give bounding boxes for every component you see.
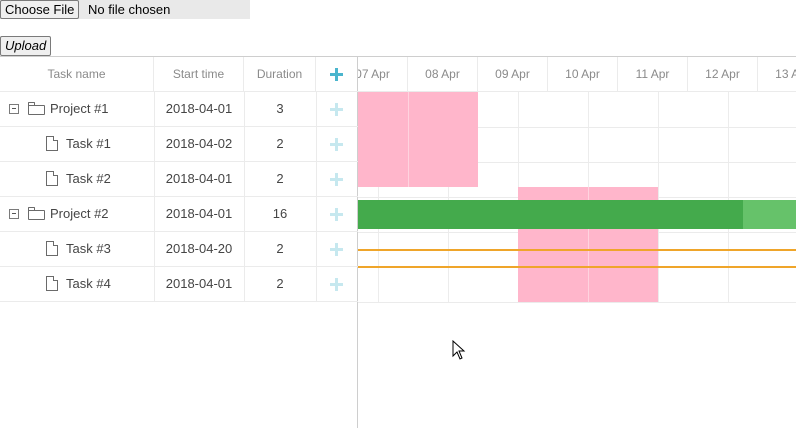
task-start: 2018-04-20 bbox=[165, 241, 233, 256]
task-start: 2018-04-01 bbox=[165, 276, 233, 291]
project-progress bbox=[358, 200, 744, 229]
grid-row-task-3[interactable]: Task #3 2018-04-20 2 bbox=[0, 232, 358, 267]
task-start: 2018-04-01 bbox=[165, 101, 233, 116]
task-duration: 2 bbox=[276, 171, 284, 186]
column-header-task-name[interactable]: Task name bbox=[0, 57, 154, 92]
task-name: Task #4 bbox=[66, 276, 111, 291]
gantt-timeline: 07 Apr 08 Apr 09 Apr 10 Apr 11 Apr 12 Ap… bbox=[358, 56, 796, 428]
link-line bbox=[358, 249, 796, 251]
column-header-duration[interactable]: Duration bbox=[244, 57, 316, 92]
task-name: Task #1 bbox=[66, 136, 111, 151]
task-name: Project #1 bbox=[50, 101, 109, 116]
scale-day: 11 Apr bbox=[618, 57, 688, 92]
scale-day: 13 Apr bbox=[758, 57, 796, 92]
add-subtask-icon[interactable] bbox=[330, 278, 343, 291]
grid-row-project-2[interactable]: Project #2 2018-04-01 16 bbox=[0, 197, 358, 232]
file-icon bbox=[46, 276, 58, 291]
grid-row-project-1[interactable]: Project #1 2018-04-01 3 bbox=[0, 92, 358, 127]
scale-day: 09 Apr bbox=[478, 57, 548, 92]
timeline-scale bbox=[358, 56, 796, 92]
task-duration: 16 bbox=[272, 206, 288, 221]
task-name: Task #3 bbox=[66, 241, 111, 256]
add-subtask-icon[interactable] bbox=[330, 138, 343, 151]
mouse-cursor-icon bbox=[452, 340, 466, 360]
grid-row-task-2[interactable]: Task #2 2018-04-01 2 bbox=[0, 162, 358, 197]
collapse-toggle-icon[interactable] bbox=[9, 104, 19, 114]
scale-day: 07 Apr bbox=[358, 57, 408, 92]
folder-open-icon bbox=[28, 207, 45, 220]
scale-day: 12 Apr bbox=[688, 57, 758, 92]
column-header-start-time[interactable]: Start time bbox=[154, 57, 244, 92]
folder-open-icon bbox=[28, 102, 45, 115]
scale-day: 08 Apr bbox=[408, 57, 478, 92]
add-subtask-icon[interactable] bbox=[330, 208, 343, 221]
collapse-toggle-icon[interactable] bbox=[9, 209, 19, 219]
highlight-cell bbox=[358, 92, 478, 187]
task-start: 2018-04-01 bbox=[165, 206, 233, 221]
file-icon bbox=[46, 241, 58, 256]
file-status-text: No file chosen bbox=[88, 2, 171, 17]
grid-row-task-4[interactable]: Task #4 2018-04-01 2 bbox=[0, 267, 358, 302]
file-input[interactable]: Choose File No file chosen bbox=[0, 0, 250, 19]
task-duration: 3 bbox=[276, 101, 284, 116]
file-icon bbox=[46, 171, 58, 186]
add-subtask-icon[interactable] bbox=[330, 103, 343, 116]
choose-file-button[interactable]: Choose File bbox=[0, 0, 80, 19]
project-bar[interactable] bbox=[358, 200, 796, 229]
add-task-icon[interactable] bbox=[330, 68, 343, 81]
add-subtask-icon[interactable] bbox=[330, 243, 343, 256]
task-duration: 2 bbox=[276, 241, 284, 256]
task-duration: 2 bbox=[276, 136, 284, 151]
upload-button[interactable]: Upload bbox=[0, 36, 52, 56]
task-start: 2018-04-02 bbox=[165, 136, 233, 151]
file-icon bbox=[46, 136, 58, 151]
task-grid: Task name Start time Duration Project #1… bbox=[0, 56, 358, 428]
grid-header: Task name Start time Duration bbox=[0, 56, 358, 92]
task-name: Task #2 bbox=[66, 171, 111, 186]
scale-day: 10 Apr bbox=[548, 57, 618, 92]
grid-row-task-1[interactable]: Task #1 2018-04-02 2 bbox=[0, 127, 358, 162]
task-start: 2018-04-01 bbox=[165, 171, 233, 186]
task-duration: 2 bbox=[276, 276, 284, 291]
task-name: Project #2 bbox=[50, 206, 109, 221]
link-line bbox=[358, 266, 796, 268]
add-subtask-icon[interactable] bbox=[330, 173, 343, 186]
